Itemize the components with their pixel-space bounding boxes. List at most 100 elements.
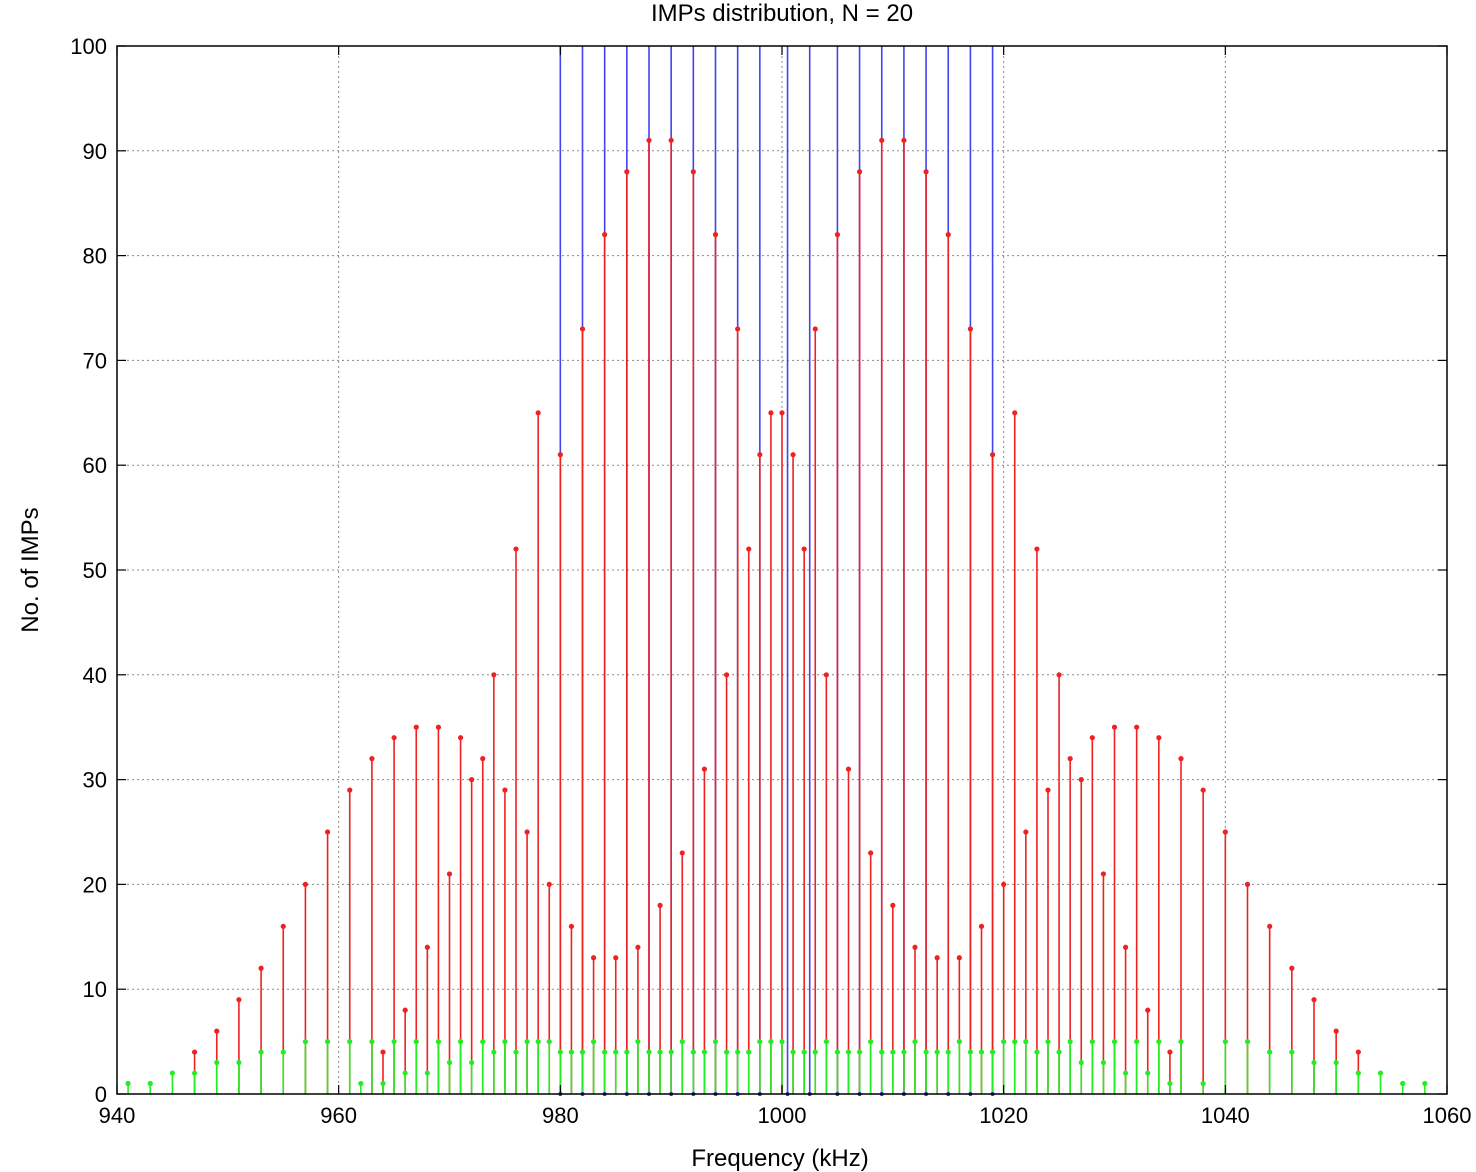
stem-marker xyxy=(1333,1059,1339,1066)
stem-marker xyxy=(191,1049,198,1055)
stem-marker xyxy=(1023,1039,1029,1045)
stem-marker xyxy=(934,1049,940,1055)
stem-marker xyxy=(723,1049,730,1055)
y-tick-label: 60 xyxy=(83,453,107,478)
stem-marker xyxy=(1200,1080,1206,1087)
stem-marker xyxy=(812,1049,818,1055)
stem-marker xyxy=(1289,965,1295,971)
stem-marker xyxy=(1422,1080,1428,1087)
stem-marker xyxy=(602,1049,608,1055)
stem-marker xyxy=(1178,1039,1184,1045)
stem-marker xyxy=(1100,871,1107,877)
stem-marker xyxy=(967,1049,974,1055)
stem-marker xyxy=(879,1049,885,1055)
stem-marker xyxy=(302,881,309,888)
y-tick-label: 80 xyxy=(83,244,107,269)
x-tick-label: 1000 xyxy=(758,1103,807,1128)
stem-marker xyxy=(280,923,286,929)
stem-marker xyxy=(712,1039,719,1045)
stem-marker xyxy=(901,137,907,143)
axis-ticks: 940 960 980 1000 1020 1040 1060010203040506070… xyxy=(70,34,1471,1128)
stem-marker xyxy=(890,1049,896,1055)
stem-marker xyxy=(613,1049,619,1055)
stem-marker xyxy=(868,1039,874,1045)
stem-marker xyxy=(302,1039,309,1045)
stem-marker xyxy=(1311,1059,1317,1066)
stem-marker xyxy=(712,232,719,238)
stem-marker xyxy=(1333,1028,1339,1034)
stem-marker xyxy=(1056,1049,1062,1055)
stem-marker xyxy=(491,672,497,678)
stem-marker xyxy=(424,944,430,950)
stem-marker xyxy=(557,1049,563,1055)
stem-marker xyxy=(790,1049,796,1055)
stem-marker xyxy=(868,850,874,856)
stem-marker xyxy=(1267,923,1273,929)
stem-marker xyxy=(380,1080,386,1087)
stem-marker xyxy=(579,1049,586,1055)
stem-marker xyxy=(546,1039,552,1045)
stem-marker xyxy=(1167,1080,1173,1087)
stem-marker xyxy=(480,756,486,762)
stem-marker xyxy=(646,1049,652,1055)
stem-marker xyxy=(945,232,951,238)
stem-marker xyxy=(746,546,752,552)
stem-marker xyxy=(1156,1039,1162,1045)
stem-marker xyxy=(457,735,464,741)
stem-marker xyxy=(1045,1039,1051,1045)
stem-marker xyxy=(1078,777,1084,783)
y-tick-label: 30 xyxy=(83,768,107,793)
stem-marker xyxy=(369,756,375,762)
x-tick-label: 980 xyxy=(542,1103,579,1128)
x-axis-label: Frequency (kHz) xyxy=(691,1145,868,1172)
stem-marker xyxy=(735,326,741,332)
stem-marker xyxy=(446,871,453,877)
stem-marker xyxy=(457,1039,464,1045)
x-tick-label: 940 xyxy=(99,1103,136,1128)
stem-marker xyxy=(1222,1039,1228,1045)
stem-marker xyxy=(590,1039,597,1045)
stem-marker xyxy=(834,232,841,238)
stem-marker xyxy=(646,137,652,143)
stem-marker xyxy=(989,452,996,458)
stem-marker xyxy=(613,955,619,961)
stem-marker xyxy=(735,1049,741,1055)
chart-title: IMPs distribution, N = 20 xyxy=(651,0,913,27)
stem-marker xyxy=(402,1007,408,1013)
stem-marker xyxy=(1067,1039,1073,1045)
stem-marker xyxy=(779,410,785,416)
stem-marker xyxy=(524,829,530,835)
stem-marker xyxy=(1244,881,1251,888)
stem-marker xyxy=(768,1039,774,1045)
stem-marker xyxy=(1067,756,1073,762)
stem-marker xyxy=(934,955,940,961)
series-group-2 xyxy=(125,1039,1428,1094)
y-tick-label: 70 xyxy=(83,348,107,373)
stem-marker xyxy=(1244,1039,1251,1045)
stem-marker xyxy=(535,1039,541,1045)
x-tick-label: 1060 xyxy=(1423,1103,1472,1128)
stem-marker xyxy=(790,452,796,458)
stem-marker xyxy=(823,1039,829,1045)
stem-marker xyxy=(956,1039,962,1045)
stem-marker xyxy=(823,672,829,678)
stem-marker xyxy=(912,1039,918,1045)
stem-marker xyxy=(834,1049,841,1055)
stem-marker xyxy=(191,1070,198,1076)
stem-marker xyxy=(1222,829,1228,835)
stem-marker xyxy=(1178,756,1184,762)
x-tick-label: 1020 xyxy=(979,1103,1028,1128)
stem-marker xyxy=(690,169,696,175)
stem-marker xyxy=(890,902,896,908)
stem-marker xyxy=(347,1039,353,1045)
stem-marker xyxy=(1045,787,1051,793)
stem-marker xyxy=(214,1028,220,1034)
stem-marker xyxy=(369,1039,375,1045)
stem-marker xyxy=(1001,881,1007,888)
stem-marker xyxy=(801,1049,807,1055)
stem-marker xyxy=(147,1080,153,1087)
x-tick-label: 1040 xyxy=(1201,1103,1250,1128)
stem-marker xyxy=(236,997,242,1003)
stem-marker xyxy=(923,1049,929,1055)
stem-marker xyxy=(524,1039,530,1045)
